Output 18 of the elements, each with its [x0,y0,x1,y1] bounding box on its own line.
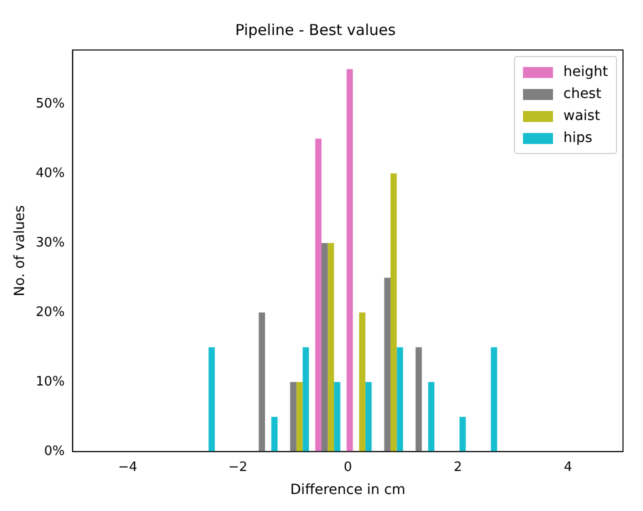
legend-label: height [563,63,608,82]
legend-label: chest [563,85,602,104]
y-tick-label: 30% [36,235,65,250]
y-tick-label: 0% [44,444,65,459]
x-tick-label: 2 [454,460,462,475]
legend-label: hips [563,129,592,148]
y-tick-label: 40% [36,166,65,181]
y-tick-label: 20% [36,304,65,320]
x-tick-label: 4 [564,460,572,475]
y-axis-title: No. of values [12,205,28,296]
x-tick-label: −4 [118,460,138,475]
chart-title: Pipeline - Best values [235,20,396,39]
x-axis-title: Difference in cm [290,482,406,498]
x-tick-label: −2 [228,460,248,475]
y-tick-label: 10% [36,374,65,390]
y-tick-label: 50% [36,96,65,112]
x-tick-label: 0 [344,460,352,475]
legend-label: waist [563,107,600,126]
